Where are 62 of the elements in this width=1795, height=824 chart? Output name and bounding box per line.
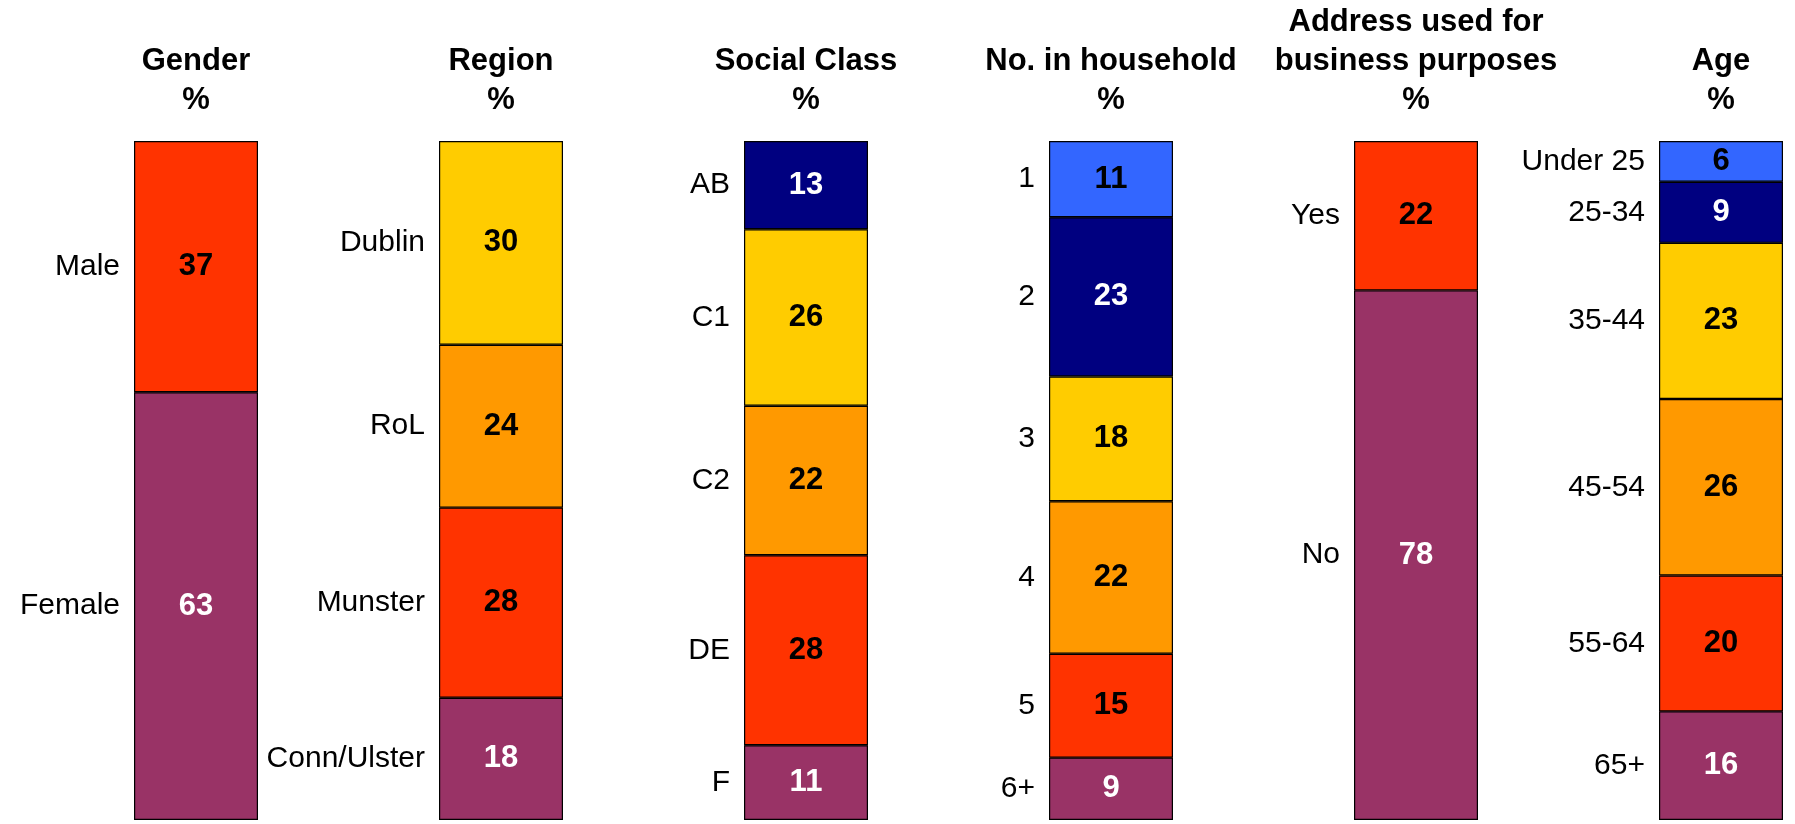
series-label: No (1301, 536, 1340, 570)
series-label: DE (688, 631, 730, 665)
chart-title: Address used for business purposes (1273, 2, 1559, 79)
data-label: 16 (1703, 746, 1739, 782)
chart-subtitle: % (791, 80, 821, 118)
series-label: C1 (691, 298, 730, 332)
data-label: 22 (1093, 558, 1129, 594)
chart-title: Age (1691, 41, 1751, 79)
series-label: 1 (1018, 160, 1035, 194)
data-label: 15 (1093, 686, 1129, 722)
data-label: 26 (788, 298, 824, 334)
data-label: 22 (788, 461, 824, 497)
data-label: 13 (788, 165, 824, 201)
data-label: 63 (178, 586, 214, 622)
series-label: Under 25 (1521, 142, 1645, 176)
chart-subtitle: % (1706, 80, 1736, 118)
data-label: 78 (1398, 535, 1434, 571)
chart-title: Region (448, 41, 554, 79)
data-label: 28 (483, 583, 519, 619)
chart-subtitle: % (1401, 80, 1431, 118)
data-label: 18 (483, 739, 519, 775)
data-label: 23 (1093, 277, 1129, 313)
series-label: Munster (316, 583, 425, 617)
series-label: Male (54, 247, 120, 281)
chart-title: No. in household (985, 41, 1237, 79)
chart-title: Social Class (714, 41, 898, 79)
data-label: 30 (483, 223, 519, 259)
series-label: Dublin (339, 224, 425, 258)
data-label: 28 (788, 630, 824, 666)
data-label: 20 (1703, 624, 1739, 660)
data-label: 23 (1703, 301, 1739, 337)
series-label: 3 (1018, 420, 1035, 454)
chart-subtitle: % (181, 80, 211, 118)
data-label: 22 (1398, 196, 1434, 232)
data-label: 9 (1102, 769, 1120, 805)
series-label: 35-44 (1568, 302, 1645, 336)
series-label: 4 (1018, 558, 1035, 592)
data-label: 37 (178, 247, 214, 283)
data-label: 11 (789, 763, 823, 799)
data-label: 24 (483, 406, 519, 442)
series-label: RoL (369, 407, 425, 441)
series-label: F (711, 763, 730, 797)
data-label: 6 (1712, 141, 1730, 177)
series-label: 65+ (1594, 746, 1645, 780)
data-label: 26 (1703, 467, 1739, 503)
series-label: Female (19, 587, 120, 621)
series-label: 5 (1018, 686, 1035, 720)
series-label: 45-54 (1568, 468, 1645, 502)
chart-title: Gender (141, 41, 251, 79)
data-label: 18 (1093, 419, 1129, 455)
series-label: Conn/Ulster (266, 740, 425, 774)
chart-subtitle: % (486, 80, 516, 118)
series-label: 25-34 (1568, 193, 1645, 227)
series-label: 2 (1018, 278, 1035, 312)
series-label: C2 (691, 461, 730, 495)
chart-subtitle: % (1096, 80, 1126, 118)
data-label: 11 (1094, 159, 1128, 195)
series-label: Yes (1291, 196, 1340, 230)
series-label: 6+ (1000, 770, 1035, 804)
series-label: 55-64 (1568, 624, 1645, 658)
data-label: 9 (1712, 192, 1730, 228)
series-label: AB (689, 166, 730, 200)
